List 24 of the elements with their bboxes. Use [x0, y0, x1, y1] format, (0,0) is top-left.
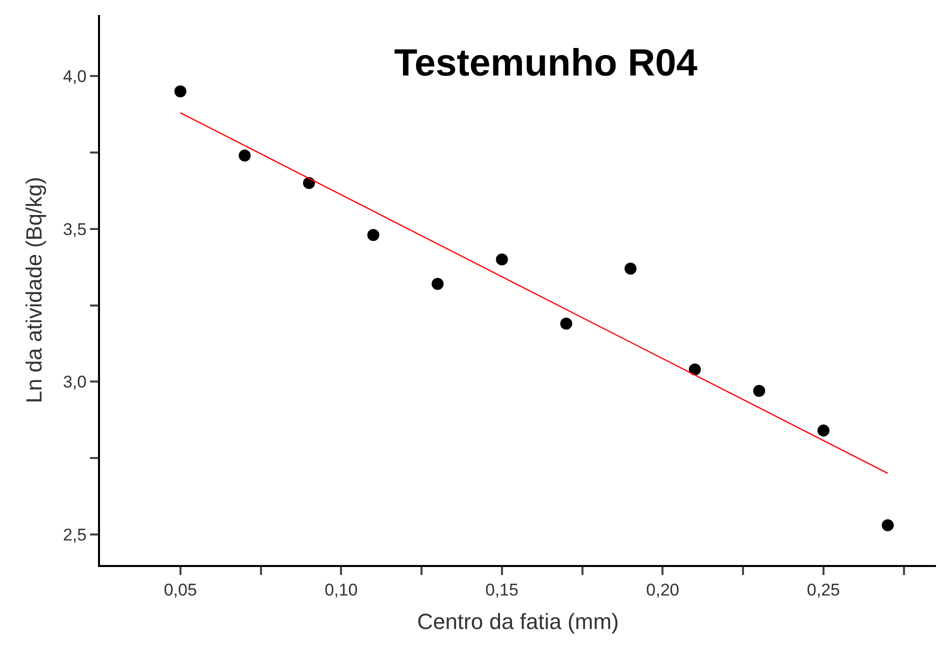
point	[367, 229, 380, 241]
point	[817, 424, 830, 437]
x-tick-label: 0,15	[485, 580, 518, 600]
point	[624, 262, 637, 275]
point	[238, 150, 251, 162]
point	[303, 177, 315, 190]
y-tick-label: 2,5	[62, 525, 87, 544]
x-tick-label: 0,25	[806, 580, 840, 600]
text: Testemunho R04	[394, 42, 698, 84]
point	[560, 318, 572, 330]
point	[432, 278, 444, 290]
point	[688, 363, 701, 376]
y-axis-title: Ln da atividade (Bq/kg)	[21, 176, 46, 404]
x-tick-label: 0,10	[324, 580, 358, 600]
point	[882, 519, 894, 532]
y-tick-label: 3,5	[62, 220, 87, 239]
x-tick-label: 0,05	[164, 580, 197, 600]
x-axis-title: Centro da fatia (mm)	[417, 608, 619, 634]
point	[753, 384, 766, 397]
y-tick-label: 3,0	[62, 372, 87, 392]
point	[496, 253, 508, 266]
x-tick-label: 0,20	[646, 580, 680, 600]
point	[174, 85, 186, 98]
y-tick-label: 4,0	[62, 67, 87, 86]
